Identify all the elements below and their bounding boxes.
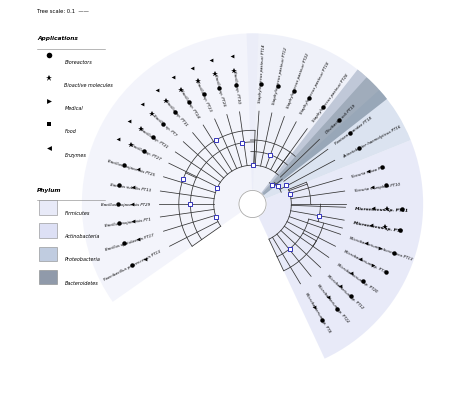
Wedge shape [253,70,387,204]
Text: Actinobacteria: Actinobacteria [64,234,100,238]
Text: Bacillus mojavensis PT25: Bacillus mojavensis PT25 [107,158,155,176]
Bar [39,247,57,262]
Text: Microbacterium sp. PT20: Microbacterium sp. PT20 [336,262,378,293]
Text: Bacillus sp. PT30: Bacillus sp. PT30 [232,70,240,103]
Text: Bacillus spatulaevus PT17: Bacillus spatulaevus PT17 [105,233,155,251]
Text: Microbacterium sp. PT12: Microbacterium sp. PT12 [326,273,365,309]
Wedge shape [82,34,258,302]
Text: Microbacterium arborescens PT13: Microbacterium arborescens PT13 [349,236,413,261]
Bar [39,224,57,238]
Text: Food: Food [64,129,76,134]
Wedge shape [253,141,423,359]
Text: Bacillus sp. PT31: Bacillus sp. PT31 [164,99,188,127]
Text: Bacillus sp. PT27: Bacillus sp. PT27 [129,143,161,161]
Text: Micrococcus sp. PT11: Micrococcus sp. PT11 [355,206,408,212]
Circle shape [239,191,266,218]
Wedge shape [253,91,411,204]
Text: Firmicutes: Firmicutes [64,210,90,215]
Bar [39,201,57,215]
Text: Kocuria rosea PT6: Kocuria rosea PT6 [351,165,385,178]
Text: Staphylococcus pasteuri PT28: Staphylococcus pasteuri PT28 [311,73,349,123]
Text: Proteobacteria: Proteobacteria [64,257,100,262]
Text: Microbacterium sp. PT3: Microbacterium sp. PT3 [343,249,386,274]
Text: Bioreactors: Bioreactors [64,59,92,64]
Text: Microbacterium sp. PT8: Microbacterium sp. PT8 [304,291,331,333]
Text: Phylum: Phylum [37,187,62,192]
Text: Bacillus mojavensis PT1: Bacillus mojavensis PT1 [104,217,151,227]
Text: Staphylococcus pasteuri PT14: Staphylococcus pasteuri PT14 [258,44,266,102]
Text: Medical: Medical [64,106,83,111]
Text: Staphylococcus pasteuri PT12: Staphylococcus pasteuri PT12 [272,47,288,105]
Text: Bacillus sp. PT24: Bacillus sp. PT24 [179,89,200,119]
Text: Enzymes: Enzymes [64,152,86,157]
Text: Bacillus sp. PT23: Bacillus sp. PT23 [195,80,212,112]
Text: Bacillus sp. PT26: Bacillus sp. PT26 [213,74,226,106]
Text: Acinetobacter haemolyticus PT16: Acinetobacter haemolyticus PT16 [342,124,402,158]
Bar [39,270,57,285]
Text: Tree scale: 0.1  ——: Tree scale: 0.1 —— [37,9,89,14]
Text: Pantoea rwandae PT18: Pantoea rwandae PT18 [335,116,373,146]
Text: Microbacterium sp. PT22: Microbacterium sp. PT22 [316,283,349,323]
Text: Bacillus mojavensis PT29: Bacillus mojavensis PT29 [100,202,150,207]
Text: Bacteroidetes: Bacteroidetes [64,280,98,285]
Text: Kocuria rhizophila PT10: Kocuria rhizophila PT10 [354,182,400,192]
Text: Bacillus sp. PT21: Bacillus sp. PT21 [139,127,168,149]
Text: Staphylococcus pasteuri PT18: Staphylococcus pasteuri PT18 [299,61,330,115]
Text: Bioactive molecules: Bioactive molecules [64,83,113,88]
Text: Applications: Applications [37,36,78,41]
Text: Paenibacillus provencensis PT13: Paenibacillus provencensis PT13 [103,249,162,282]
Text: Bacillus sp. PT7: Bacillus sp. PT7 [152,114,177,137]
Text: Bacillus subtilis PT13: Bacillus subtilis PT13 [110,182,151,192]
Text: Olivibacter soli PT19: Olivibacter soli PT19 [325,104,356,135]
Text: Micrococcus sp. PT4: Micrococcus sp. PT4 [354,220,403,233]
Text: Staphylococcus pasteuri PT22: Staphylococcus pasteuri PT22 [286,52,310,109]
Wedge shape [246,34,367,204]
